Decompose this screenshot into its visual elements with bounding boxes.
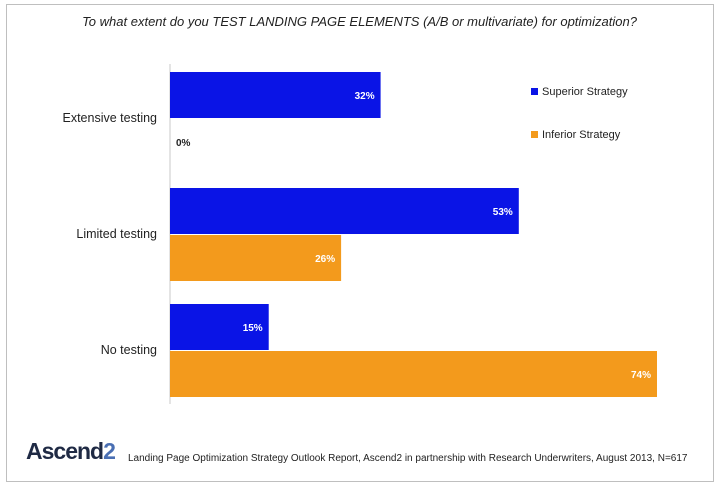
data-label: 0% <box>176 138 191 149</box>
bar-superior <box>170 304 269 350</box>
legend-swatch <box>531 131 538 138</box>
data-label: 26% <box>315 254 335 265</box>
bar-inferior <box>170 351 657 397</box>
data-label: 15% <box>243 323 263 334</box>
chart-title: To what extent do you TEST LANDING PAGE … <box>82 14 637 29</box>
bar-superior <box>170 72 381 118</box>
legend-swatch <box>531 88 538 95</box>
legend-label: Inferior Strategy <box>542 129 621 141</box>
legend-label: Superior Strategy <box>542 86 628 98</box>
ascend2-logo: Ascend2 <box>26 438 116 464</box>
bar-inferior <box>170 235 342 281</box>
category-label: Limited testing <box>76 227 157 241</box>
data-label: 53% <box>493 207 513 218</box>
data-label: 74% <box>631 370 651 381</box>
bar-superior <box>170 188 519 234</box>
footer: Ascend2 Landing Page Optimization Strate… <box>26 438 706 468</box>
chart-legend: Superior Strategy Inferior Strategy <box>531 86 628 141</box>
source-note: Landing Page Optimization Strategy Outlo… <box>128 453 688 464</box>
category-label: No testing <box>101 343 157 357</box>
data-label: 32% <box>355 91 375 102</box>
category-label: Extensive testing <box>63 111 158 125</box>
